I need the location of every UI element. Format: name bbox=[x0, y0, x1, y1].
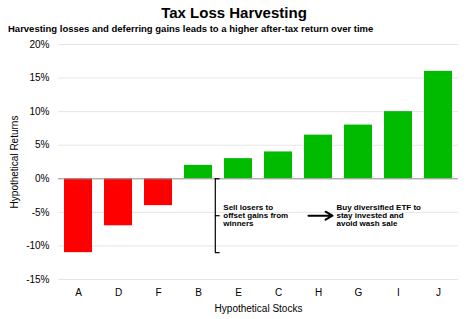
svg-text:H: H bbox=[315, 287, 322, 298]
svg-text:J: J bbox=[436, 287, 441, 298]
svg-text:I: I bbox=[397, 287, 400, 298]
svg-text:Sell losers tooffset gains fro: Sell losers tooffset gains fromwinners bbox=[222, 203, 288, 228]
svg-text:20%: 20% bbox=[29, 39, 49, 50]
svg-text:G: G bbox=[355, 287, 363, 298]
svg-text:Buy diversified ETF tostay inv: Buy diversified ETF tostay invested anda… bbox=[337, 203, 422, 228]
svg-text:F: F bbox=[155, 287, 161, 298]
svg-text:A: A bbox=[75, 287, 82, 298]
html-text:Harvesting losses and deferrin: Harvesting losses and deferring gains le… bbox=[8, 23, 374, 34]
svg-text:10%: 10% bbox=[29, 106, 49, 117]
svg-text:-5%: -5% bbox=[32, 207, 50, 218]
svg-text:E: E bbox=[235, 287, 242, 298]
svg-text:5%: 5% bbox=[35, 139, 50, 150]
svg-text:0%: 0% bbox=[35, 173, 50, 184]
html-text:Tax Loss Harvesting: Tax Loss Harvesting bbox=[161, 4, 307, 21]
svg-text:C: C bbox=[275, 287, 282, 298]
svg-text:-10%: -10% bbox=[26, 240, 49, 251]
svg-text:B: B bbox=[195, 287, 202, 298]
svg-text:D: D bbox=[115, 287, 122, 298]
svg-text:-15%: -15% bbox=[26, 274, 49, 285]
svg-text:15%: 15% bbox=[29, 72, 49, 83]
svg-text:Hypothetical Stocks: Hypothetical Stocks bbox=[215, 303, 303, 314]
svg-text:Hypothetical Returns: Hypothetical Returns bbox=[9, 116, 20, 209]
